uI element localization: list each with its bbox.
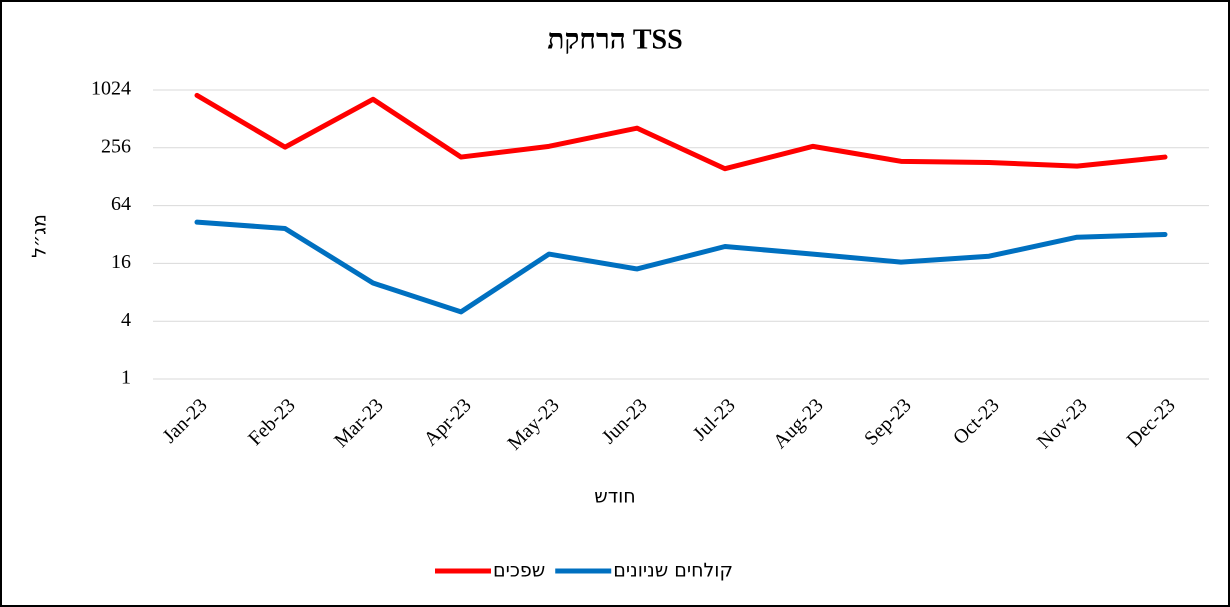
y-tick-label: 256 bbox=[101, 135, 131, 157]
chart-title: הרחקת TSS bbox=[547, 24, 682, 55]
y-tick-label: 1 bbox=[121, 367, 131, 389]
x-axis-label: חודש bbox=[594, 486, 635, 508]
y-tick-label: 4 bbox=[121, 309, 131, 331]
y-tick-label: 64 bbox=[111, 193, 131, 215]
y-tick-label: 1024 bbox=[91, 78, 131, 100]
data-line bbox=[194, 219, 1168, 315]
y-tick-label: 16 bbox=[111, 251, 131, 273]
data-line bbox=[194, 92, 1168, 172]
legend-label: קולחים שניונים bbox=[613, 560, 733, 582]
y-axis-label: מג״ל bbox=[29, 214, 51, 258]
legend-label: שפכים bbox=[493, 560, 545, 582]
